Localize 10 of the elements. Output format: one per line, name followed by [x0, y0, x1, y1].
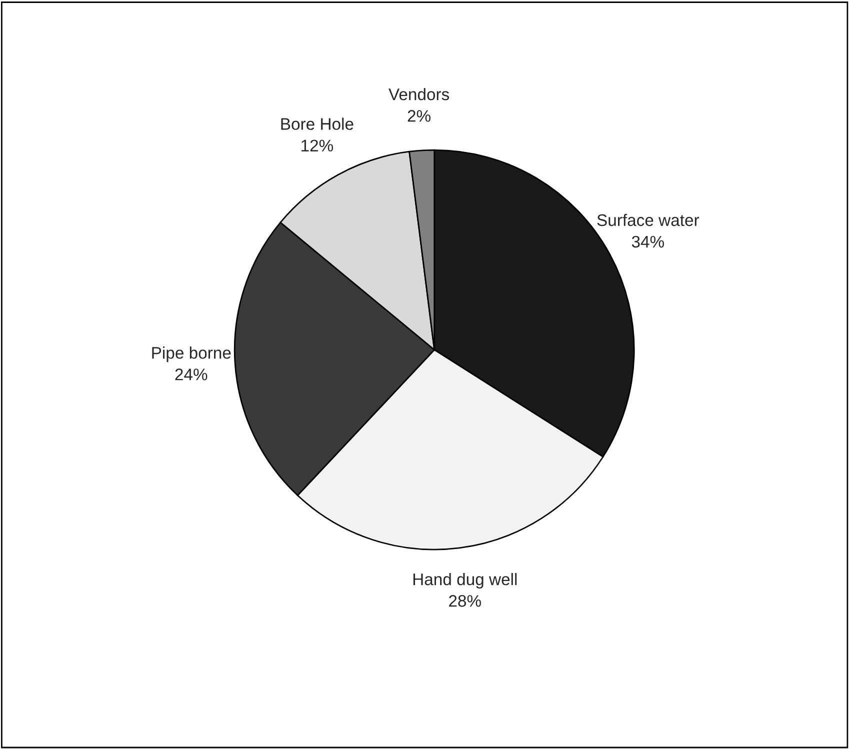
data-label: 34% — [632, 236, 664, 248]
slice-label: Hand dug well — [413, 573, 517, 589]
slice-label: Vendors — [388, 88, 450, 100]
slice-label: Pipe borne — [152, 346, 231, 362]
data-label: 2% — [408, 110, 430, 122]
data-label: 24% — [175, 368, 208, 380]
data-label: 28% — [449, 595, 481, 607]
slice-label: Bore Hole — [281, 118, 354, 130]
slice-label: Surface water — [597, 214, 700, 226]
data-label: 12% — [302, 140, 334, 152]
